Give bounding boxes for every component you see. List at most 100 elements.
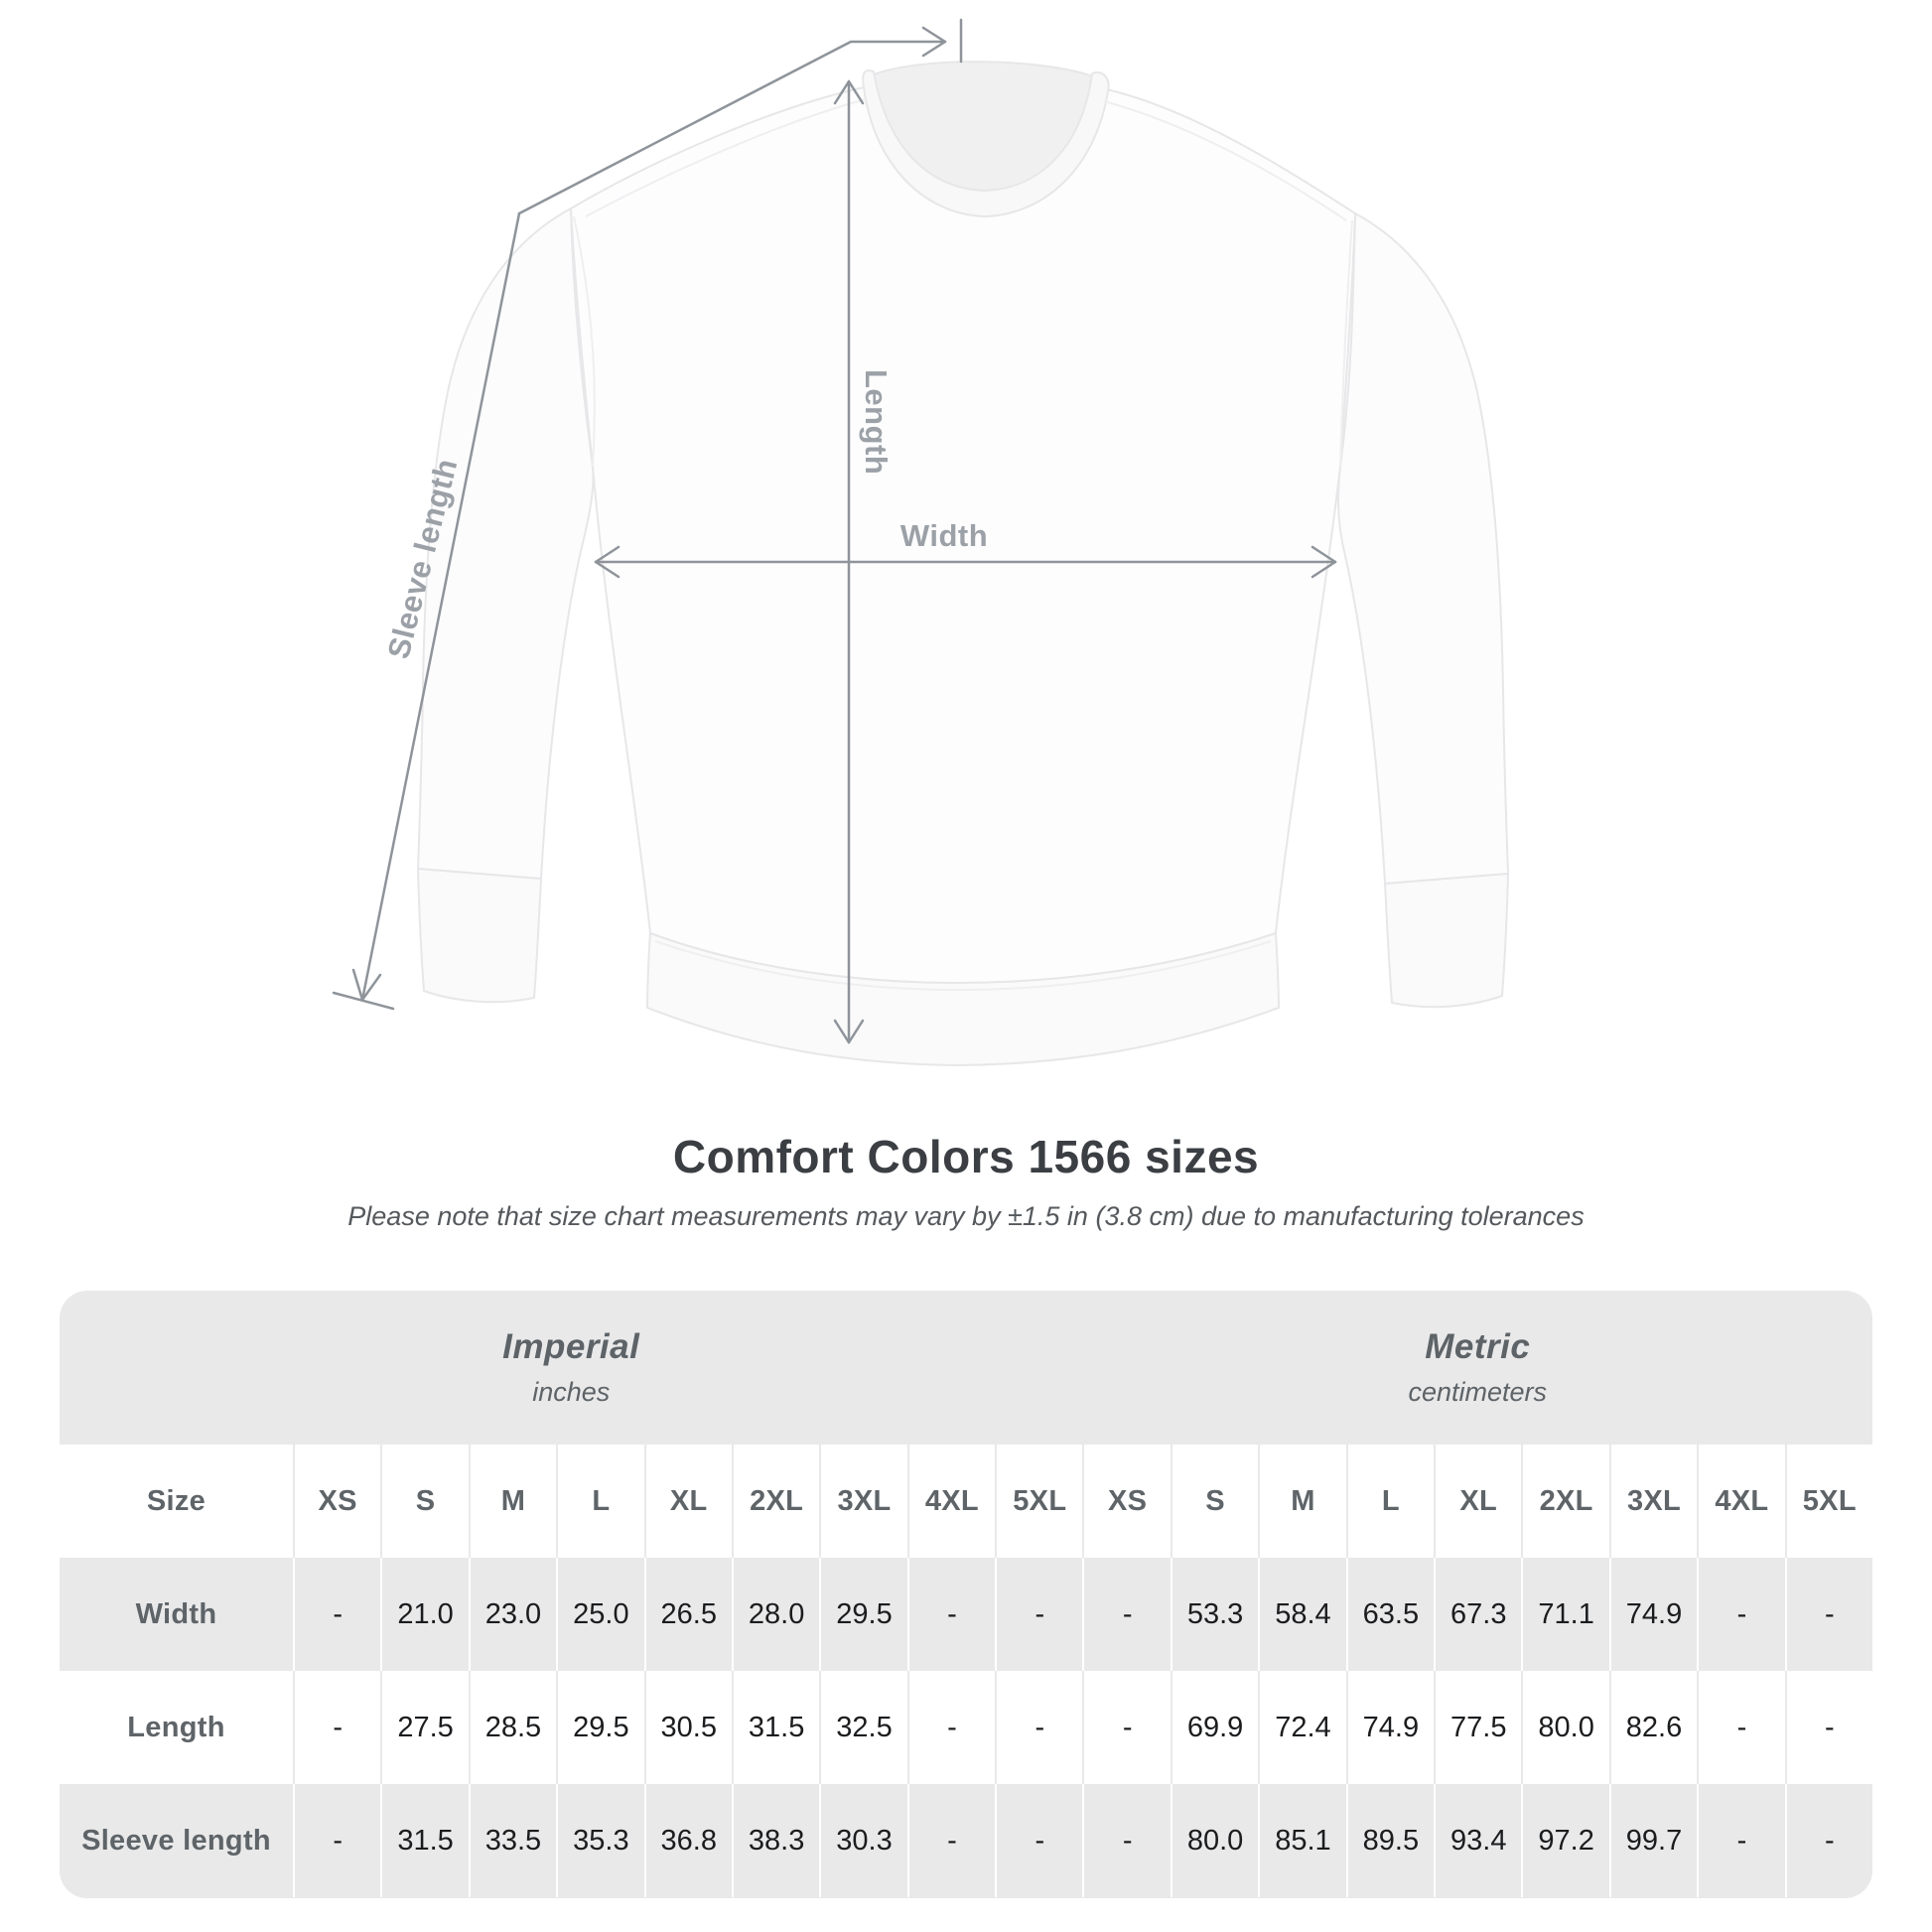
imperial-value-cell: 33.5	[468, 1784, 556, 1897]
imperial-size-header: XS	[293, 1445, 380, 1558]
sweatshirt-measurement-diagram: Length Width Sleeve length	[332, 18, 1509, 1066]
metric-value-cell: -	[1784, 1671, 1872, 1784]
hem-band	[646, 932, 1280, 1066]
left-cuff	[417, 868, 542, 1004]
size-table-panel: Imperial inches Metric centimeters Size X…	[60, 1291, 1872, 1898]
imperial-group-name: Imperial	[502, 1327, 640, 1366]
metric-value-cell: 58.4	[1258, 1558, 1345, 1671]
metric-value-cell: 67.3	[1434, 1558, 1521, 1671]
metric-value-cell: 69.9	[1170, 1671, 1258, 1784]
metric-value-cell: 71.1	[1521, 1558, 1608, 1671]
imperial-value-cell: 30.5	[643, 1671, 732, 1784]
imperial-group-unit: inches	[532, 1377, 611, 1407]
imperial-size-header: 5XL	[995, 1445, 1082, 1558]
metric-size-header: 5XL	[1784, 1445, 1872, 1558]
metric-value-cell: 89.5	[1345, 1784, 1434, 1897]
measurement-row: Sleeve length -31.5 33.5 35.3 36.8 38.3 30.3- -…	[60, 1784, 1872, 1897]
metric-value-cell: -	[1784, 1784, 1872, 1897]
imperial-value-cell: 30.3	[819, 1784, 906, 1897]
metric-size-header: 3XL	[1608, 1445, 1697, 1558]
size-column-header: Size	[146, 1484, 207, 1517]
imperial-value-cell: 21.0	[380, 1558, 468, 1671]
imperial-value-cell: -	[293, 1671, 380, 1784]
metric-value-cell: -	[1697, 1784, 1784, 1897]
metric-size-header: XS	[1082, 1445, 1170, 1558]
metric-value-cell: -	[1082, 1558, 1170, 1671]
metric-value-cell: 80.0	[1170, 1784, 1258, 1897]
metric-value-cell: 93.4	[1434, 1784, 1521, 1897]
imperial-value-cell: 23.0	[468, 1558, 556, 1671]
imperial-size-header: 2XL	[731, 1445, 819, 1558]
right-cuff	[1384, 873, 1509, 1009]
metric-group-name: Metric	[1425, 1327, 1531, 1366]
row-label: Width	[135, 1597, 217, 1630]
imperial-value-cell: 29.5	[556, 1671, 643, 1784]
seam-lines	[573, 98, 1353, 991]
imperial-value-cell: -	[906, 1784, 995, 1897]
imperial-size-header: L	[556, 1445, 643, 1558]
metric-size-header: L	[1345, 1445, 1434, 1558]
imperial-value-cell: -	[906, 1671, 995, 1784]
imperial-value-cell: -	[995, 1671, 1082, 1784]
imperial-value-cell: 29.5	[819, 1558, 906, 1671]
imperial-value-cell: -	[293, 1784, 380, 1897]
sweatshirt-image: Length Width Sleeve length	[332, 18, 1509, 1066]
metric-size-header: M	[1258, 1445, 1345, 1558]
sweatshirt-illustration	[417, 61, 1509, 1066]
imperial-value-cell: 28.0	[731, 1558, 819, 1671]
imperial-size-header: XL	[643, 1445, 732, 1558]
metric-size-header: 4XL	[1697, 1445, 1784, 1558]
imperial-value-cell: 31.5	[731, 1671, 819, 1784]
metric-value-cell: -	[1082, 1784, 1170, 1897]
imperial-value-cell: 38.3	[731, 1784, 819, 1897]
imperial-size-header: 4XL	[906, 1445, 995, 1558]
imperial-value-cell: 27.5	[380, 1671, 468, 1784]
imperial-value-cell: 28.5	[468, 1671, 556, 1784]
width-dimension-line	[594, 545, 1337, 579]
width-label: Width	[900, 518, 988, 553]
imperial-value-cell: 31.5	[380, 1784, 468, 1897]
metric-group-header: Metric centimeters	[1083, 1291, 1873, 1445]
collar-band	[862, 69, 1110, 217]
metric-value-cell: -	[1082, 1671, 1170, 1784]
page-title: Comfort Colors 1566 sizes	[672, 1131, 1260, 1182]
imperial-value-cell: 25.0	[556, 1558, 643, 1671]
metric-value-cell: 82.6	[1608, 1671, 1697, 1784]
imperial-value-cell: 36.8	[643, 1784, 732, 1897]
row-label: Length	[127, 1711, 225, 1743]
right-sleeve	[1337, 212, 1509, 885]
imperial-value-cell: -	[906, 1558, 995, 1671]
metric-value-cell: 99.7	[1608, 1784, 1697, 1897]
sleeve-dimension-line	[332, 211, 521, 1011]
metric-value-cell: 63.5	[1345, 1558, 1434, 1671]
imperial-value-cell: -	[995, 1784, 1082, 1897]
metric-size-header: S	[1170, 1445, 1258, 1558]
size-table: Size XS S M L XL 2XL 3XL 4XL 5XL XS S M L XL 2XL 3XL 4XL 5…	[60, 1445, 1872, 1897]
metric-size-header: XL	[1434, 1445, 1521, 1558]
metric-value-cell: -	[1697, 1671, 1784, 1784]
measurement-row: Width -21.0 23.0 25.0 26.5 28.0 29.5- - -53.3 58.…	[60, 1558, 1872, 1671]
imperial-value-cell: 35.3	[556, 1784, 643, 1897]
imperial-size-header: S	[380, 1445, 468, 1558]
size-header-row: Size XS S M L XL 2XL 3XL 4XL 5XL XS S M L XL 2XL 3XL 4XL 5…	[60, 1445, 1872, 1558]
metric-value-cell: 74.9	[1345, 1671, 1434, 1784]
metric-value-cell: 80.0	[1521, 1671, 1608, 1784]
measurement-row: Length -27.5 28.5 29.5 30.5 31.5 32.5- - -69.9 72…	[60, 1671, 1872, 1784]
left-sleeve	[417, 207, 595, 880]
metric-value-cell: 97.2	[1521, 1784, 1608, 1897]
tolerance-note: Please note that size chart measurements…	[347, 1201, 1585, 1231]
top-extension-line	[517, 18, 963, 215]
imperial-value-cell: 32.5	[819, 1671, 906, 1784]
metric-value-cell: 85.1	[1258, 1784, 1345, 1897]
metric-value-cell: 53.3	[1170, 1558, 1258, 1671]
metric-value-cell: 77.5	[1434, 1671, 1521, 1784]
row-label: Sleeve length	[81, 1824, 271, 1857]
imperial-group-header: Imperial inches	[60, 1291, 1083, 1445]
caption-block: Comfort Colors 1566 sizes Please note th…	[0, 1130, 1932, 1232]
metric-size-header: 2XL	[1521, 1445, 1608, 1558]
imperial-size-header: 3XL	[819, 1445, 906, 1558]
imperial-value-cell: -	[995, 1558, 1082, 1671]
imperial-value-cell: -	[293, 1558, 380, 1671]
metric-value-cell: -	[1697, 1558, 1784, 1671]
